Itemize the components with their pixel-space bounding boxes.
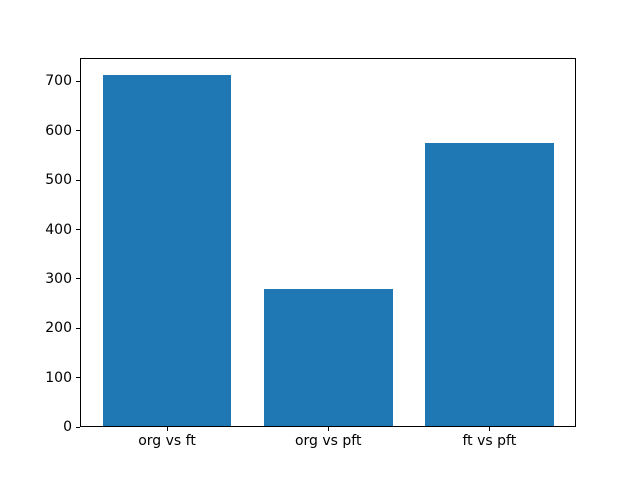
bar-org-vs-pft: [263, 288, 393, 428]
bar-ft-vs-pft: [424, 143, 554, 428]
y-tick-mark: [76, 377, 80, 379]
y-tick-mark: [76, 327, 80, 329]
y-tick-label: 700: [45, 73, 72, 90]
x-tick-label: org vs ft: [138, 433, 196, 450]
bar-org-vs-ft: [102, 75, 232, 428]
y-tick-label: 200: [45, 320, 72, 337]
x-tick-mark: [488, 427, 490, 432]
x-tick-label: org vs pft: [294, 433, 362, 450]
y-tick-mark: [76, 426, 80, 428]
x-tick-label: ft vs pft: [462, 433, 517, 450]
y-tick-label: 400: [45, 221, 72, 238]
y-tick-label: 500: [45, 172, 72, 189]
x-tick-mark: [166, 427, 168, 432]
y-tick-label: 300: [45, 270, 72, 287]
plot-area: [80, 57, 577, 428]
y-tick-mark: [76, 278, 80, 280]
x-tick-mark: [327, 427, 329, 432]
y-tick-label: 600: [45, 122, 72, 139]
y-tick-mark: [76, 130, 80, 132]
y-tick-mark: [76, 80, 80, 82]
y-tick-mark: [76, 229, 80, 231]
y-tick-mark: [76, 179, 80, 181]
y-tick-label: 100: [45, 369, 72, 386]
y-tick-label: 0: [63, 419, 72, 436]
